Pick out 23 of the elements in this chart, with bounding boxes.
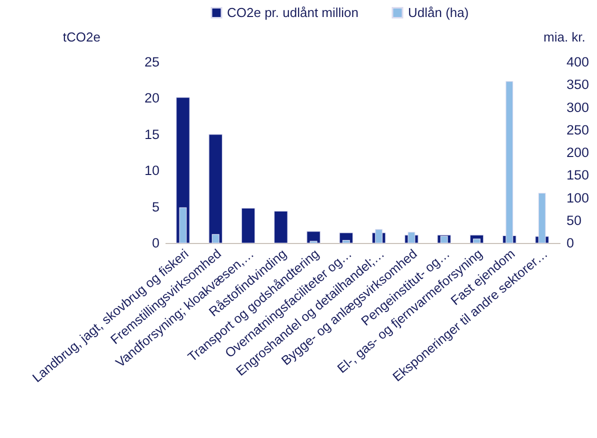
- bar: [274, 210, 288, 244]
- bar: [208, 134, 223, 244]
- legend-label: CO2e pr. udlånt million: [227, 4, 359, 20]
- y2-tick-label: 100: [566, 190, 590, 206]
- y-tick-label: 25: [144, 54, 160, 70]
- legend-label: Udlån (ha): [408, 4, 469, 20]
- y-tick-label: 15: [144, 126, 160, 142]
- y2-tick-label: 150: [566, 168, 590, 183]
- y-tick-label: 0: [152, 236, 160, 250]
- y2-tick-label: 0: [566, 236, 574, 250]
- y2-tick-label: 350: [566, 77, 590, 92]
- bar: [306, 231, 320, 244]
- y2-axis-title: mia. kr.: [544, 30, 586, 44]
- y-axis-title: tCO2e: [62, 30, 100, 44]
- bar: [241, 208, 256, 244]
- y2-tick-label: 300: [566, 100, 590, 115]
- y-tick-label: 10: [144, 163, 160, 178]
- y2-tick-label: 200: [566, 145, 590, 160]
- y-tick-label: 20: [144, 90, 160, 106]
- y2-tick-label: 400: [566, 54, 590, 70]
- y2-tick-label: 250: [566, 122, 590, 138]
- y-tick-label: 5: [152, 199, 160, 214]
- y2-tick-label: 50: [566, 212, 582, 228]
